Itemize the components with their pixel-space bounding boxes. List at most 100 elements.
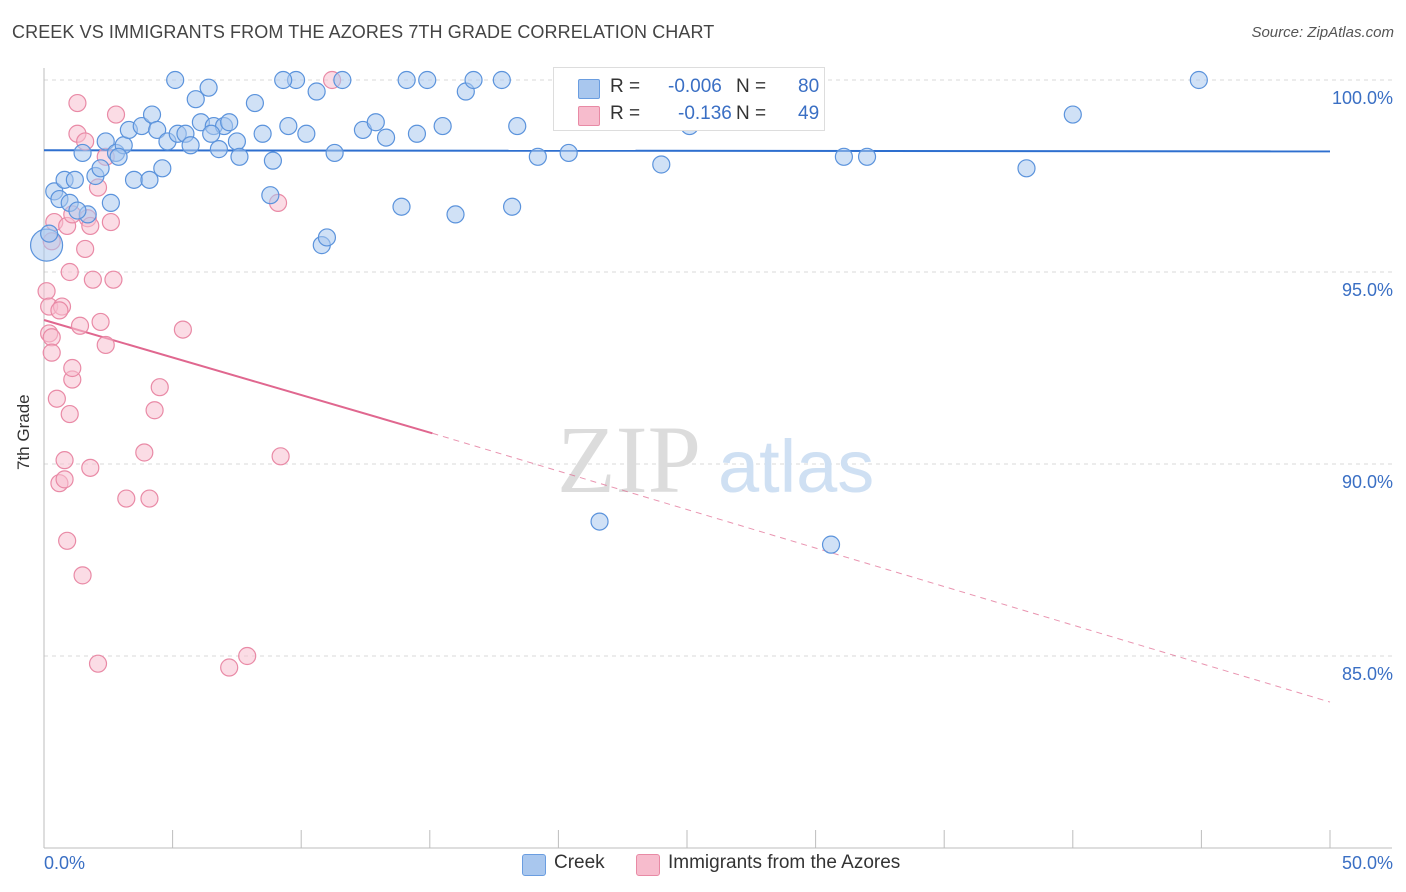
tick-labels: 100.0% 95.0% 90.0% 85.0% 0.0% 50.0% [44,88,1393,873]
data-point-creek [325,143,344,163]
legend-swatch-azores [636,854,660,876]
data-point-creek [40,224,59,243]
n-label: N = [736,103,767,124]
data-point-azores [47,389,66,408]
data-point-creek [376,128,396,147]
creek-swatch [578,79,600,99]
data-point-azores [91,312,110,332]
data-point-azores [238,646,257,666]
data-point-creek [68,201,87,220]
data-point-creek [209,140,228,159]
data-point-azores [37,282,56,301]
data-point-azores [150,378,169,397]
data-point-creek [274,70,293,90]
gridlines [44,79,1392,657]
data-point-azores [55,470,74,489]
data-point-creek [492,70,511,90]
data-point-azores [117,489,136,508]
data-point-creek [73,143,92,163]
data-point-creek [279,116,298,136]
data-point-creek [559,143,578,163]
data-point-creek [528,147,547,166]
data-point-creek [1017,159,1036,178]
y-tick-label: 90.0% [1342,472,1393,492]
data-point-azores [145,401,164,420]
data-point-creek [590,512,609,531]
data-point-creek [446,205,465,224]
n-value: 80 [798,76,820,97]
data-point-creek [101,193,120,212]
r-value: -0.136 [678,103,732,124]
stats-box: R = -0.006 N = 80 R = -0.136 N = 49 [553,67,825,131]
trend-line-creek [43,149,1331,153]
x-tick-label: 0.0% [44,853,85,873]
legend-swatch-creek [522,854,546,876]
data-point-creek [464,70,483,90]
data-point-azores [42,328,61,347]
data-point-creek [220,113,239,132]
data-point-creek [392,197,411,216]
data-point-azores [104,270,123,289]
y-axis-label: 7th Grade [14,394,33,470]
trend-line-azores-extension [432,432,1331,703]
y-tick-label: 100.0% [1332,88,1393,108]
data-point-creek [148,120,167,140]
data-point-azores [50,301,69,320]
data-point-creek [297,124,316,143]
data-point-azores [101,212,120,232]
data-point-creek [245,93,265,113]
data-point-azores [42,343,61,362]
data-point-creek [166,70,185,90]
data-point-creek [307,82,326,101]
data-point-creek [834,147,853,166]
data-point-creek [652,155,671,174]
data-point-creek [230,147,249,166]
data-point-creek [140,170,159,189]
data-point-creek [508,116,527,136]
data-point-azores [220,658,239,677]
data-point-creek [153,159,172,178]
data-point-azores [58,531,77,550]
data-point-creek [96,132,115,151]
data-point-azores [68,93,87,113]
data-point-azores [60,404,79,424]
data-point-azores [63,358,82,378]
data-point-creek [821,535,841,554]
data-point-azores [140,489,159,508]
data-point-azores [106,105,126,124]
n-label: N = [736,76,767,97]
data-point-creek [317,228,337,247]
data-point-creek [142,105,162,124]
r-label: R = [610,103,641,124]
watermark-atlas: atlas [718,425,874,508]
watermark: ZIP atlas [557,406,874,513]
series-azores-points [37,70,342,677]
data-point-azores [173,320,192,339]
watermark-zip: ZIP [557,406,701,513]
data-point-creek [202,124,221,143]
data-point-creek [1189,70,1208,90]
data-point-azores [73,566,92,585]
data-point-azores [83,270,102,289]
data-point-creek [503,197,522,216]
x-tick-label: 50.0% [1342,853,1393,873]
data-point-azores [70,316,90,335]
legend-label-creek: Creek [554,852,605,873]
data-point-creek [227,132,246,151]
legend: Creek Immigrants from the Azores [0,852,1406,878]
y-tick-label: 95.0% [1342,280,1393,300]
data-point-azores [60,262,79,282]
data-point-creek [253,124,272,143]
data-point-azores [81,458,100,477]
data-point-creek [186,90,205,109]
data-point-creek [333,70,352,90]
r-label: R = [610,76,641,97]
y-tick-label: 85.0% [1342,664,1393,684]
data-point-creek [124,170,144,189]
data-point-creek [407,124,427,143]
data-point-azores [76,239,95,259]
axes [43,68,1392,849]
data-point-creek [397,70,416,90]
n-value: 49 [798,103,820,124]
